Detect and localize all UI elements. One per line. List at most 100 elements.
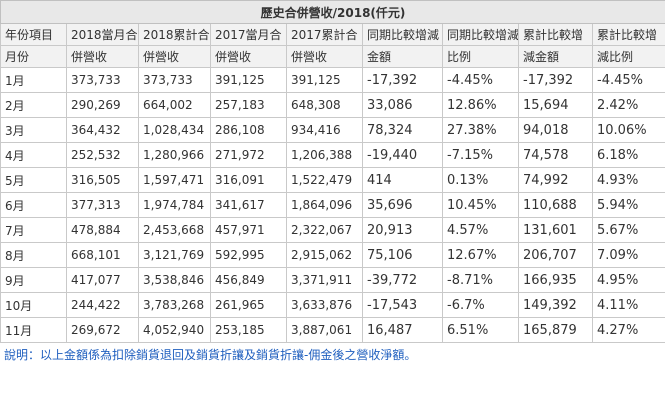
header-2017-monthly-line2: 併營收 <box>210 45 287 68</box>
cell-diff: -39,772 <box>362 267 443 293</box>
cell-c2018: 417,077 <box>66 267 139 293</box>
cell-c2018: 478,884 <box>66 217 139 243</box>
cell-aratio: 5.94% <box>591 192 665 218</box>
cell-diff: 16,487 <box>362 317 443 343</box>
cell-c2017: 316,091 <box>210 167 287 193</box>
cell-ratio: 4.57% <box>442 217 519 243</box>
table-note: 說明：以上金額係為扣除銷貨退回及銷貨折讓及銷貨折讓-佣金後之營收淨額。 <box>4 348 417 362</box>
header-2018-cumulative-line2: 併營收 <box>138 45 211 68</box>
cell-c2017: 456,849 <box>210 267 287 293</box>
cell-a2018: 1,597,471 <box>138 167 211 193</box>
cell-a2017: 2,322,067 <box>286 217 363 243</box>
header-period-diff-amount-line1: 同期比較增減 <box>362 23 443 46</box>
cell-ratio: 12.67% <box>442 242 519 268</box>
table-row: 4月 252,532 1,280,966 271,972 1,206,388 -19,44… <box>0 142 665 168</box>
cell-c2017: 341,617 <box>210 192 287 218</box>
table-row: 1月 373,733 373,733 391,125 391,125 -17,392 -4.… <box>0 67 665 93</box>
cell-diff: 20,913 <box>362 217 443 243</box>
header-2018-monthly-line1: 2018當月合 <box>66 23 139 46</box>
cell-diff: 33,086 <box>362 92 443 118</box>
header-period-diff-ratio-line2: 比例 <box>442 45 519 68</box>
table-title: 歷史合併營收/2018(仟元) <box>0 0 665 24</box>
cell-month: 5月 <box>0 167 67 193</box>
cell-c2018: 244,422 <box>66 292 139 318</box>
cell-aratio: 6.18% <box>591 142 665 168</box>
header-2017-cumulative-line2: 併營收 <box>286 45 363 68</box>
cell-a2017: 3,371,911 <box>286 267 363 293</box>
cell-c2017: 391,125 <box>210 67 287 93</box>
table-row: 3月 364,432 1,028,434 286,108 934,416 78,324 27… <box>0 117 665 143</box>
cell-a2018: 373,733 <box>138 67 211 93</box>
cell-aratio: 5.67% <box>591 217 665 243</box>
cell-a2018: 3,538,846 <box>138 267 211 293</box>
cell-adiff: 110,688 <box>518 192 593 218</box>
header-cumulative-diff-ratio-line1: 累計比較增 <box>591 23 665 46</box>
cell-month: 8月 <box>0 242 67 268</box>
cell-ratio: -7.15% <box>442 142 519 168</box>
cell-a2017: 2,915,062 <box>286 242 363 268</box>
cell-ratio: 27.38% <box>442 117 519 143</box>
cell-month: 6月 <box>0 192 67 218</box>
cell-a2018: 3,121,769 <box>138 242 211 268</box>
cell-c2017: 257,183 <box>210 92 287 118</box>
cell-diff: 35,696 <box>362 192 443 218</box>
cell-month: 7月 <box>0 217 67 243</box>
cell-a2018: 1,028,434 <box>138 117 211 143</box>
cell-ratio: 10.45% <box>442 192 519 218</box>
cell-ratio: -8.71% <box>442 267 519 293</box>
cell-c2017: 286,108 <box>210 117 287 143</box>
cell-a2018: 3,783,268 <box>138 292 211 318</box>
header-year-item-line1: 年份項目 <box>0 23 67 46</box>
cell-c2018: 373,733 <box>66 67 139 93</box>
cell-ratio: 0.13% <box>442 167 519 193</box>
cell-month: 2月 <box>0 92 67 118</box>
cell-ratio: -4.45% <box>442 67 519 93</box>
cell-c2017: 457,971 <box>210 217 287 243</box>
header-year-item-line2: 月份 <box>0 45 67 68</box>
cell-adiff: 94,018 <box>518 117 593 143</box>
cell-aratio: 4.11% <box>591 292 665 318</box>
cell-c2018: 269,672 <box>66 317 139 343</box>
cell-c2018: 377,313 <box>66 192 139 218</box>
cell-month: 10月 <box>0 292 67 318</box>
header-2018-monthly-line2: 併營收 <box>66 45 139 68</box>
cell-c2018: 252,532 <box>66 142 139 168</box>
cell-month: 11月 <box>0 317 67 343</box>
cell-aratio: 7.09% <box>591 242 665 268</box>
cell-c2018: 316,505 <box>66 167 139 193</box>
cell-a2017: 1,522,479 <box>286 167 363 193</box>
cell-c2017: 271,972 <box>210 142 287 168</box>
revenue-table-container: 歷史合併營收/2018(仟元) 年份項目 2018當月合 2018累計合 2017當月… <box>0 0 665 362</box>
cell-month: 1月 <box>0 67 67 93</box>
cell-diff: -17,392 <box>362 67 443 93</box>
cell-aratio: 2.42% <box>591 92 665 118</box>
cell-c2018: 290,269 <box>66 92 139 118</box>
cell-diff: 78,324 <box>362 117 443 143</box>
cell-month: 9月 <box>0 267 67 293</box>
cell-ratio: -6.7% <box>442 292 519 318</box>
cell-aratio: -4.45% <box>591 67 665 93</box>
header-period-diff-ratio-line1: 同期比較增減 <box>442 23 519 46</box>
cell-a2017: 3,633,876 <box>286 292 363 318</box>
cell-a2017: 648,308 <box>286 92 363 118</box>
table-row: 8月 668,101 3,121,769 592,995 2,915,062 75,106… <box>0 242 665 268</box>
table-row: 11月 269,672 4,052,940 253,185 3,887,061 16,48… <box>0 317 665 343</box>
cell-ratio: 12.86% <box>442 92 519 118</box>
header-2018-cumulative-line1: 2018累計合 <box>138 23 211 46</box>
table-row: 6月 377,313 1,974,784 341,617 1,864,096 35,696… <box>0 192 665 218</box>
cell-aratio: 10.06% <box>591 117 665 143</box>
cell-a2017: 934,416 <box>286 117 363 143</box>
table-row: 9月 417,077 3,538,846 456,849 3,371,911 -39,77… <box>0 267 665 293</box>
cell-adiff: 131,601 <box>518 217 593 243</box>
cell-c2018: 364,432 <box>66 117 139 143</box>
revenue-table: 歷史合併營收/2018(仟元) 年份項目 2018當月合 2018累計合 2017當月… <box>0 0 665 343</box>
header-cumulative-diff-amount-line2: 減金額 <box>518 45 593 68</box>
cell-a2018: 1,974,784 <box>138 192 211 218</box>
cell-ratio: 6.51% <box>442 317 519 343</box>
cell-month: 4月 <box>0 142 67 168</box>
table-row: 5月 316,505 1,597,471 316,091 1,522,479 414 0.1… <box>0 167 665 193</box>
cell-a2018: 2,453,668 <box>138 217 211 243</box>
cell-adiff: -17,392 <box>518 67 593 93</box>
cell-a2017: 391,125 <box>286 67 363 93</box>
cell-diff: -19,440 <box>362 142 443 168</box>
